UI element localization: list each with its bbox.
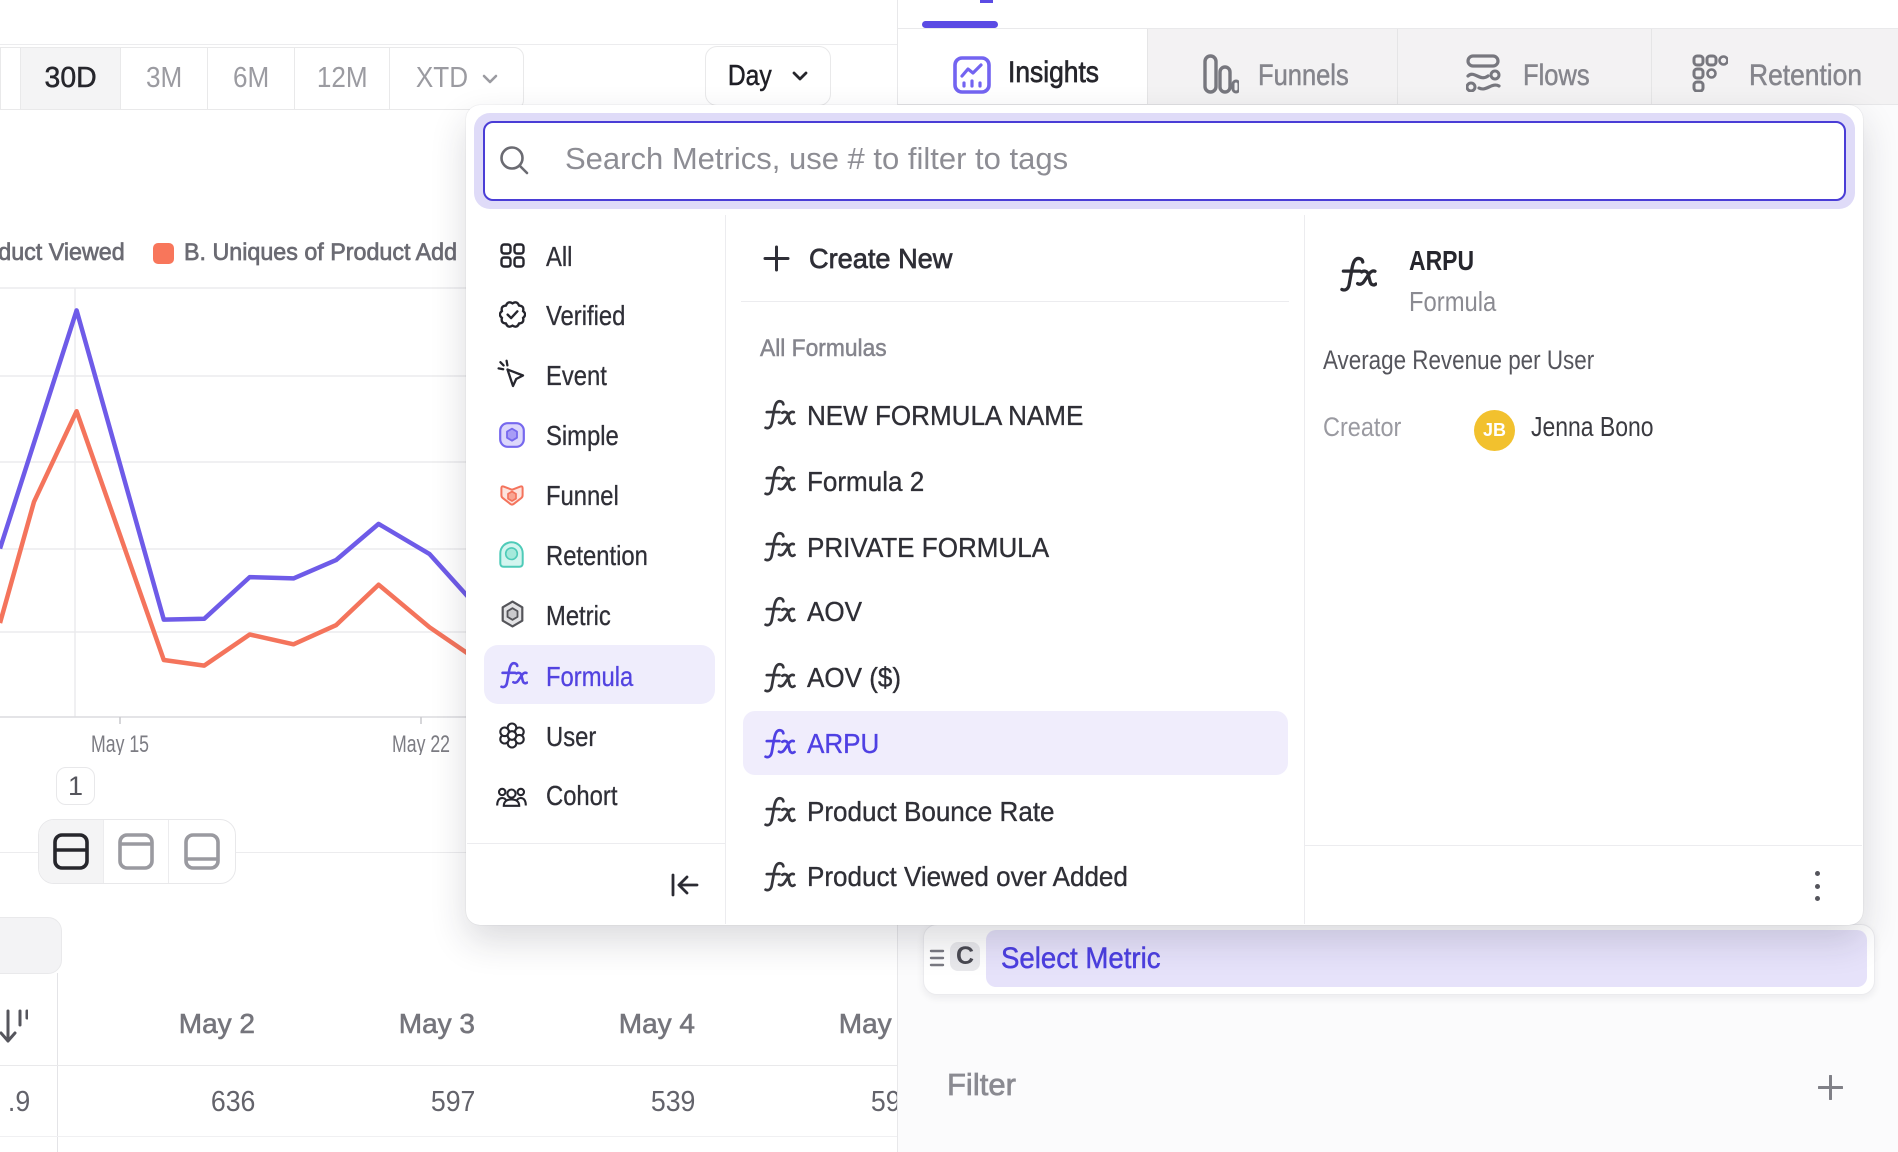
svg-text:May 22: May 22 (392, 731, 450, 755)
svg-text:May 15: May 15 (91, 731, 149, 755)
